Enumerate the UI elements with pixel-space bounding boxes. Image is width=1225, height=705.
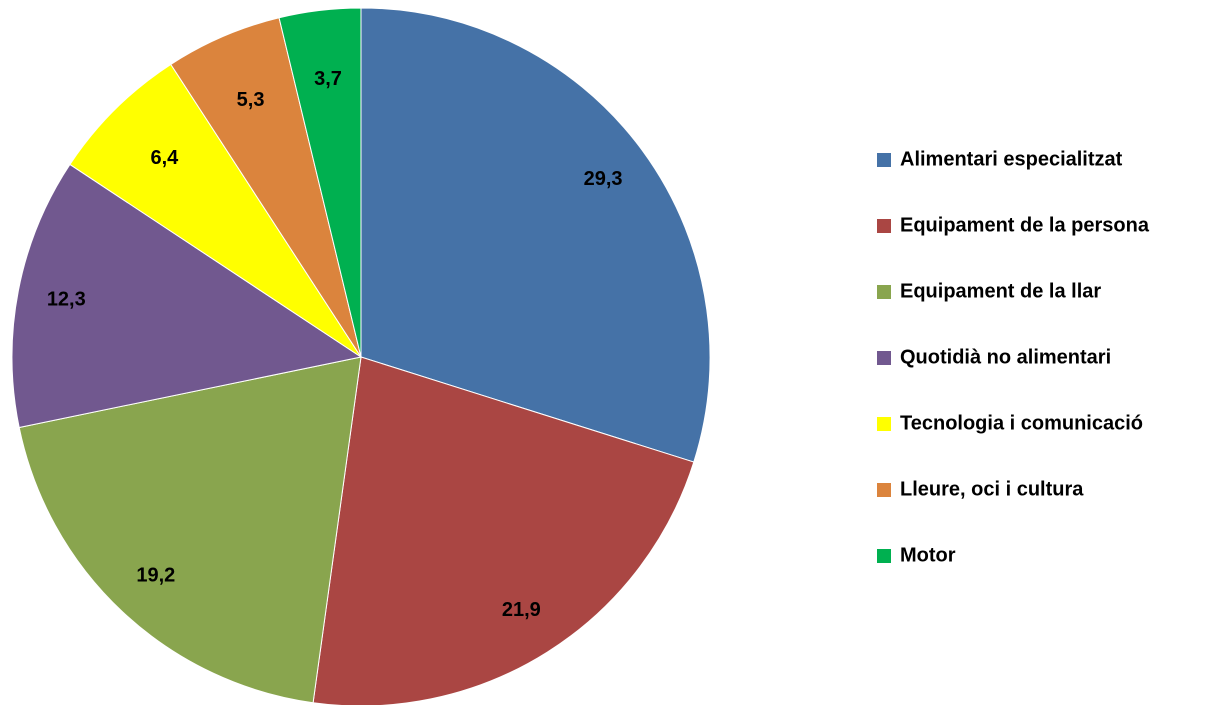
pie-slice [18, 356, 362, 704]
legend-label: Lleure, oci i cultura [900, 478, 1084, 500]
legend-label: Alimentari especialitzat [900, 148, 1123, 170]
pie-slice [312, 356, 695, 705]
legend-swatch [877, 219, 891, 233]
data-label: 6,4 [150, 147, 179, 169]
legend-label: Motor [900, 544, 956, 566]
pie-slice [278, 7, 362, 358]
data-label: 21,9 [502, 599, 541, 621]
data-label: 5,3 [237, 89, 265, 111]
legend-swatch [877, 483, 891, 497]
legend-label: Equipament de la llar [900, 280, 1101, 302]
legend-swatch [877, 549, 891, 563]
legend-label: Equipament de la persona [900, 214, 1150, 236]
legend-label: Quotidià no alimentari [900, 346, 1111, 368]
legend-swatch [877, 153, 891, 167]
pie-slice [360, 7, 711, 463]
legend-swatch [877, 417, 891, 431]
pie-slice [69, 63, 362, 358]
legend-swatch [877, 285, 891, 299]
data-label: 12,3 [47, 288, 86, 310]
data-label: 29,3 [584, 168, 623, 190]
data-label: 19,2 [136, 564, 175, 586]
legend-label: Tecnologia i comunicació [900, 412, 1143, 434]
pie-slice [11, 163, 363, 429]
legend-swatch [877, 351, 891, 365]
data-label: 3,7 [314, 68, 342, 90]
